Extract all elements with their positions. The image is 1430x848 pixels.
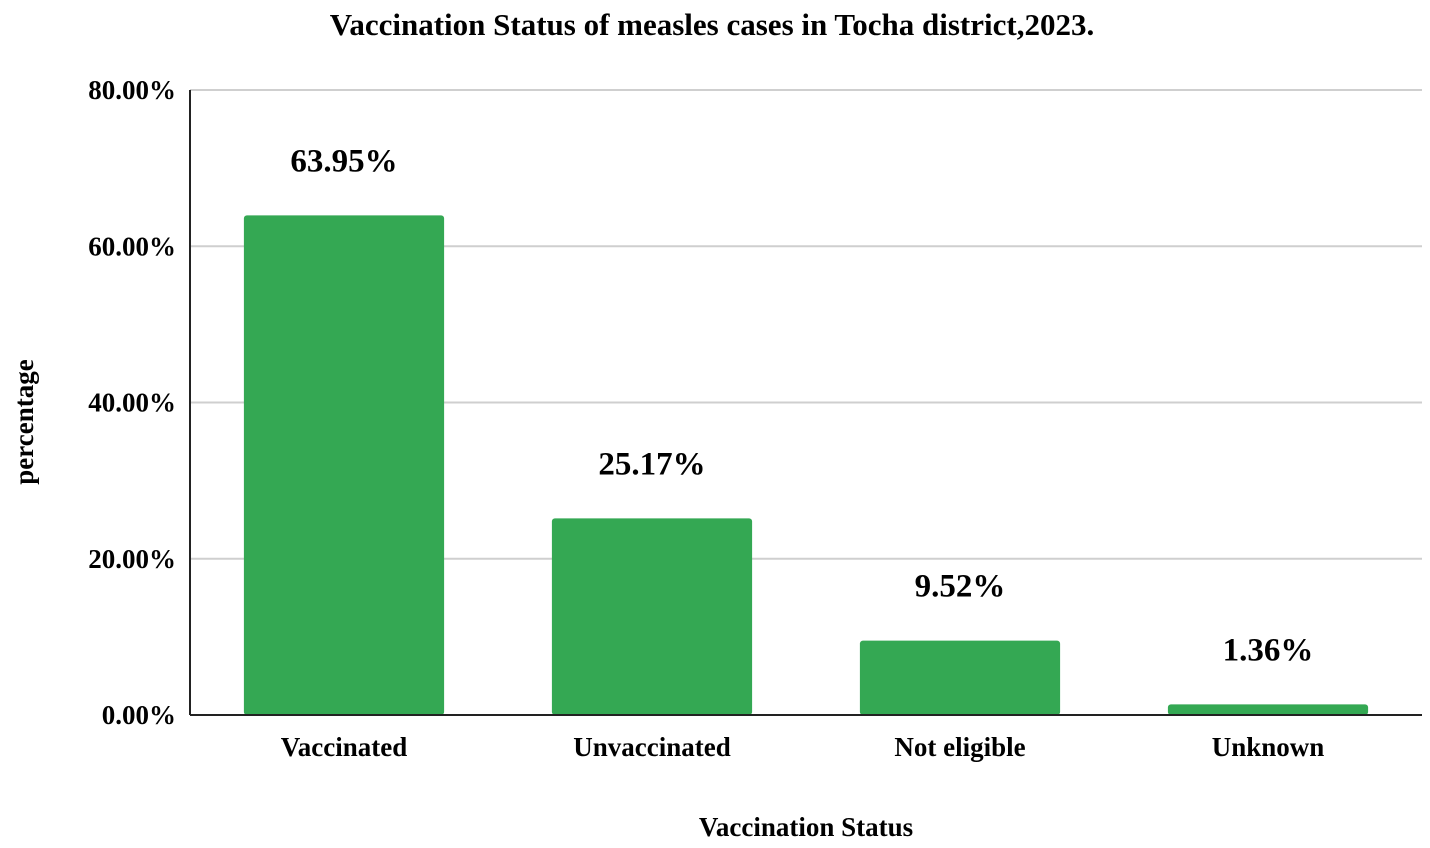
- bar-unvaccinated: [551, 518, 753, 715]
- x-category-label: Unvaccinated: [573, 732, 731, 762]
- y-tick-label: 0.00%: [102, 700, 176, 730]
- y-axis-ticks: 0.00% 20.00% 40.00% 60.00% 80.00%: [88, 75, 176, 730]
- bar-not-eligible: [859, 640, 1061, 715]
- x-category-label: Vaccinated: [281, 732, 408, 762]
- y-tick-label: 40.00%: [88, 388, 176, 418]
- data-label: 63.95%: [290, 143, 397, 179]
- x-axis-categories: Vaccinated Unvaccinated Not eligible Unknow…: [281, 732, 1325, 762]
- bar-vaccinated: [243, 215, 445, 715]
- x-category-label: Unknown: [1212, 732, 1325, 762]
- data-label: 25.17%: [598, 446, 705, 482]
- data-label: 1.36%: [1223, 632, 1314, 668]
- x-category-label: Not eligible: [894, 732, 1025, 762]
- y-axis-title: percentage: [9, 359, 39, 484]
- bar-unknown: [1167, 704, 1369, 715]
- y-tick-label: 80.00%: [88, 75, 176, 105]
- chart-title: Vaccination Status of measles cases in T…: [330, 7, 1094, 42]
- bars: [243, 215, 1369, 715]
- data-labels: 63.95% 25.17% 9.52% 1.36%: [290, 143, 1313, 668]
- data-label: 9.52%: [915, 569, 1006, 605]
- x-axis-title: Vaccination Status: [699, 812, 913, 842]
- y-tick-label: 60.00%: [88, 231, 176, 261]
- y-tick-label: 20.00%: [88, 544, 176, 574]
